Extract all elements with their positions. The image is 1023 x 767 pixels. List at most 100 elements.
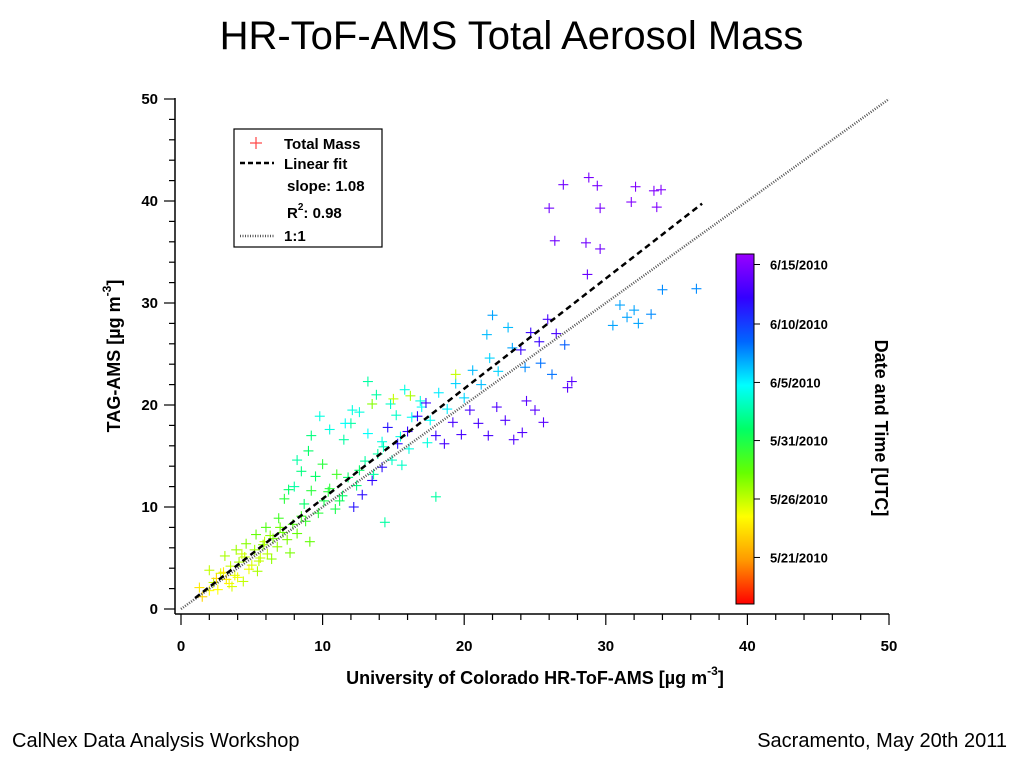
y-tick-label: 20 bbox=[141, 397, 158, 414]
data-point bbox=[595, 243, 606, 254]
data-point bbox=[580, 237, 591, 248]
data-point bbox=[607, 320, 618, 331]
legend-marker-icon bbox=[250, 137, 262, 149]
data-point bbox=[425, 415, 436, 426]
colorbar-label: 5/31/2010 bbox=[770, 434, 828, 449]
data-point bbox=[422, 437, 433, 448]
data-point bbox=[282, 534, 293, 545]
data-point bbox=[535, 358, 546, 369]
data-point bbox=[629, 305, 640, 316]
data-point bbox=[232, 572, 243, 583]
data-point bbox=[292, 455, 303, 466]
data-point bbox=[231, 544, 242, 555]
data-point bbox=[368, 469, 379, 480]
x-tick-label: 50 bbox=[881, 638, 898, 655]
data-point bbox=[238, 576, 249, 587]
data-point bbox=[481, 329, 492, 340]
data-point bbox=[289, 481, 300, 492]
data-point bbox=[546, 369, 557, 380]
data-point bbox=[385, 398, 396, 409]
data-point bbox=[371, 389, 382, 400]
data-point bbox=[241, 538, 252, 549]
data-point bbox=[534, 336, 545, 347]
data-point bbox=[354, 465, 365, 476]
y-tick-label: 10 bbox=[141, 499, 158, 516]
data-point bbox=[251, 529, 262, 540]
data-point bbox=[542, 314, 553, 325]
legend-linear-fit: Linear fit bbox=[284, 156, 347, 173]
x-tick-label: 20 bbox=[456, 638, 473, 655]
data-point bbox=[236, 548, 247, 559]
data-point bbox=[626, 197, 637, 208]
colorbar-gradient bbox=[735, 253, 755, 605]
data-point bbox=[388, 393, 399, 404]
data-point bbox=[657, 284, 668, 295]
data-point bbox=[450, 369, 461, 380]
data-point bbox=[296, 466, 307, 477]
data-point bbox=[272, 541, 283, 552]
data-point bbox=[212, 584, 223, 595]
colorbar-labels: 6/15/2010 6/10/2010 6/5/2010 5/31/2010 5/26/… bbox=[754, 258, 828, 565]
data-point bbox=[538, 417, 549, 428]
data-point bbox=[399, 384, 410, 395]
data-point bbox=[420, 397, 431, 408]
data-point bbox=[285, 547, 296, 558]
one-to-one-line bbox=[180, 97, 890, 611]
data-point bbox=[656, 184, 667, 195]
data-point bbox=[304, 536, 315, 547]
data-point bbox=[412, 411, 423, 422]
legend-slope: slope: 1.08 bbox=[287, 178, 365, 195]
data-point bbox=[487, 310, 498, 321]
data-point bbox=[252, 566, 263, 577]
colorbar-label: 6/10/2010 bbox=[770, 317, 828, 332]
data-point bbox=[592, 180, 603, 191]
legend-one-to-one: 1:1 bbox=[284, 228, 306, 245]
data-point bbox=[562, 382, 573, 393]
data-point bbox=[362, 428, 373, 439]
data-point bbox=[330, 504, 341, 515]
colorbar-label: 6/5/2010 bbox=[770, 375, 821, 390]
y-tick-label: 50 bbox=[141, 91, 158, 108]
data-point bbox=[442, 404, 453, 415]
legend-r2-value: : 0.98 bbox=[303, 205, 341, 222]
y-tick-label: 0 bbox=[150, 601, 158, 618]
data-point bbox=[633, 318, 644, 329]
data-point bbox=[416, 402, 427, 413]
data-point bbox=[476, 379, 487, 390]
data-point bbox=[275, 522, 286, 533]
data-point bbox=[544, 203, 555, 214]
data-point bbox=[219, 550, 230, 561]
data-point bbox=[614, 300, 625, 311]
data-point bbox=[483, 430, 494, 441]
x-tick-label: 30 bbox=[597, 638, 614, 655]
x-axis-title-main: University of Colorado HR-ToF-AMS [µg m bbox=[346, 668, 707, 688]
linear-fit-line bbox=[194, 202, 703, 599]
data-point bbox=[517, 427, 528, 438]
colorbar: 6/15/2010 6/10/2010 6/5/2010 5/31/2010 5/26/… bbox=[735, 253, 891, 605]
data-point bbox=[314, 411, 325, 422]
legend-total-mass: Total Mass bbox=[284, 136, 360, 153]
legend: Total Mass Linear fit slope: 1.08 R2: 0.… bbox=[233, 128, 383, 248]
y-axis-title-exp: -3 bbox=[100, 285, 114, 296]
colorbar-title: Date and Time [UTC] bbox=[871, 340, 891, 517]
data-point bbox=[433, 387, 444, 398]
y-axis-title-close: ] bbox=[104, 280, 124, 286]
data-point bbox=[415, 395, 426, 406]
x-tick-label: 10 bbox=[314, 638, 331, 655]
footer-left: CalNex Data Analysis Workshop bbox=[12, 730, 300, 752]
data-point bbox=[456, 429, 467, 440]
data-point bbox=[559, 339, 570, 350]
legend-r2-exp: 2 bbox=[298, 202, 304, 213]
y-tick-label: 40 bbox=[141, 193, 158, 210]
data-point bbox=[558, 179, 569, 190]
data-point bbox=[292, 528, 303, 539]
data-point bbox=[551, 328, 562, 339]
axis-tick-labels: 0 10 20 30 40 50 0 10 20 30 40 50 bbox=[141, 91, 897, 655]
x-axis-title-exp: -3 bbox=[707, 664, 718, 678]
data-point bbox=[283, 484, 294, 495]
data-point bbox=[582, 269, 593, 280]
data-point bbox=[299, 498, 310, 509]
data-point bbox=[515, 344, 526, 355]
data-point bbox=[310, 471, 321, 482]
data-point bbox=[406, 412, 417, 423]
